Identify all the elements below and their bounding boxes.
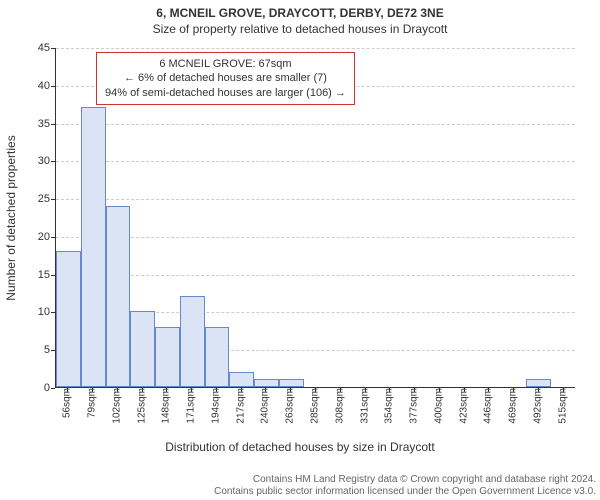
annotation-line1: 6 MCNEIL GROVE: 67sqm: [105, 57, 346, 71]
xtick-label: 263sqm: [285, 388, 296, 424]
gridline: [56, 199, 575, 200]
ytick-mark: [51, 199, 55, 200]
xtick-label: 125sqm: [136, 388, 147, 424]
xtick-label: 285sqm: [310, 388, 321, 424]
xtick-label: 331sqm: [359, 388, 370, 424]
ytick-mark: [51, 161, 55, 162]
xtick-label: 171sqm: [186, 388, 197, 424]
annotation-callout: 6 MCNEIL GROVE: 67sqm ← 6% of detached h…: [96, 52, 355, 105]
histogram-bar: [56, 251, 81, 387]
xtick-label: 515sqm: [557, 388, 568, 424]
footer-line2: Contains public sector information licen…: [214, 486, 596, 498]
xtick-label: 469sqm: [508, 388, 519, 424]
footer-attribution: Contains HM Land Registry data © Crown c…: [214, 474, 596, 498]
ytick-label: 40: [10, 80, 50, 92]
gridline: [56, 161, 575, 162]
histogram-bar: [526, 379, 551, 387]
ytick-mark: [51, 237, 55, 238]
ytick-label: 0: [10, 382, 50, 394]
footer-line1: Contains HM Land Registry data © Crown c…: [214, 474, 596, 486]
ytick-mark: [51, 48, 55, 49]
xtick-label: 217sqm: [235, 388, 246, 424]
ytick-mark: [51, 388, 55, 389]
gridline: [56, 124, 575, 125]
ytick-label: 15: [10, 269, 50, 281]
histogram-chart: Number of detached properties 6 MCNEIL G…: [0, 38, 600, 438]
xtick-label: 400sqm: [433, 388, 444, 424]
ytick-label: 45: [10, 42, 50, 54]
xtick-label: 492sqm: [532, 388, 543, 424]
gridline: [56, 48, 575, 49]
x-axis-label: Distribution of detached houses by size …: [0, 438, 600, 454]
ytick-label: 30: [10, 155, 50, 167]
page-title-address: 6, MCNEIL GROVE, DRAYCOTT, DERBY, DE72 3…: [0, 0, 600, 20]
annotation-line3: 94% of semi-detached houses are larger (…: [105, 86, 346, 100]
xtick-label: 79sqm: [87, 388, 98, 418]
histogram-bar: [180, 296, 205, 387]
ytick-label: 5: [10, 344, 50, 356]
histogram-bar: [106, 206, 131, 387]
ytick-mark: [51, 312, 55, 313]
ytick-label: 10: [10, 306, 50, 318]
ytick-mark: [51, 124, 55, 125]
histogram-bar: [205, 327, 230, 387]
xtick-label: 377sqm: [409, 388, 420, 424]
ytick-mark: [51, 350, 55, 351]
xtick-label: 194sqm: [210, 388, 221, 424]
histogram-bar: [81, 107, 106, 387]
histogram-bar: [229, 372, 254, 387]
ytick-label: 25: [10, 193, 50, 205]
histogram-bar: [155, 327, 180, 387]
xtick-label: 56sqm: [62, 388, 73, 418]
xtick-label: 446sqm: [483, 388, 494, 424]
ytick-label: 20: [10, 231, 50, 243]
gridline: [56, 237, 575, 238]
xtick-label: 102sqm: [111, 388, 122, 424]
xtick-label: 240sqm: [260, 388, 271, 424]
page-subtitle: Size of property relative to detached ho…: [0, 20, 600, 38]
xtick-label: 354sqm: [384, 388, 395, 424]
xtick-label: 423sqm: [458, 388, 469, 424]
ytick-label: 35: [10, 118, 50, 130]
annotation-line2: ← 6% of detached houses are smaller (7): [105, 71, 346, 85]
xtick-label: 308sqm: [334, 388, 345, 424]
histogram-bar: [279, 379, 304, 387]
histogram-bar: [254, 379, 279, 387]
ytick-mark: [51, 275, 55, 276]
histogram-bar: [130, 311, 155, 387]
xtick-label: 148sqm: [161, 388, 172, 424]
plot-area: 6 MCNEIL GROVE: 67sqm ← 6% of detached h…: [55, 48, 575, 388]
gridline: [56, 275, 575, 276]
ytick-mark: [51, 86, 55, 87]
